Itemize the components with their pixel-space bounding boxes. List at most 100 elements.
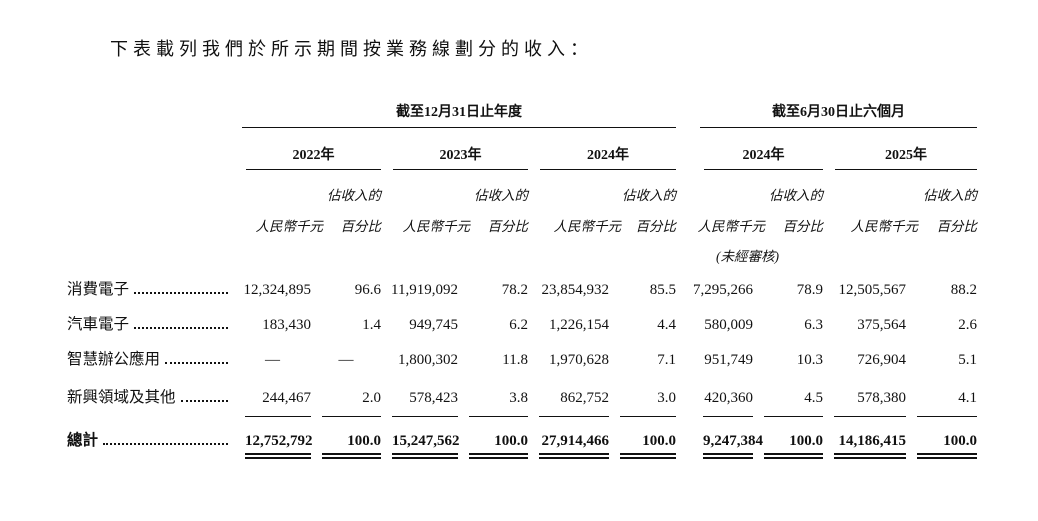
cell-amount: 12,505,567 [838,282,907,298]
cell-empty [67,207,234,238]
cell-amount: 580,009 [704,317,754,333]
year-2024-cell: 2024年 [528,128,677,170]
cell-gap [676,128,692,170]
cell-percent: 11.8 [502,352,528,368]
cell-percent: 6.2 [509,317,528,333]
year-2022-cell: 2022年 [234,128,381,170]
cell-percent: — [338,352,354,368]
cell-percent: 2.0 [311,375,381,417]
amount-header-text: 人民幣千元 [553,219,622,234]
amount-header: 人民幣千元 [234,207,324,238]
cell-gap [676,340,692,375]
cell-empty [67,170,234,207]
table-row-total: 總計 12,752,792 100.0 15,247,562 100.0 27,… [67,417,978,459]
period-header-annual: 截至12月31日止年度 [242,101,677,128]
cell-total-percent: 100.0 [458,417,528,459]
leader-dots [134,292,228,294]
leader-dots [103,443,228,445]
pct-header-line2: 百分比 [487,219,529,234]
cell-amount: 1,226,154 [549,317,609,333]
cell-empty [692,170,753,207]
cell-percent: 4.5 [753,375,824,417]
period-header-annual-cell: 截至12月31日止年度 [234,100,677,128]
cell-empty [381,170,458,207]
page-title: 下表載列我們於所示期間按業務線劃分的收入： [110,39,593,59]
cell-amount: 949,745 [409,317,458,333]
total-label: 總計 [67,432,99,449]
row-label: 新興領域及其他 [67,389,176,406]
cell-amount: 244,467 [234,375,311,417]
cell-percent: 5.1 [958,352,978,368]
table-row-smart-office: 智慧辦公應用 — — 1,800,302 11.8 1,970,628 7.1 … [67,340,977,375]
cell-amount: — [265,352,280,368]
period-header-interim-cell: 截至6月30日止六個月 [692,100,978,128]
leader-dots [165,362,228,364]
total-label-cell: 總計 [67,417,234,459]
cell-total-amount: 9,247,384 [692,417,763,459]
amount-header-text: 人民幣千元 [850,219,919,234]
year-header-2024: 2024年 [540,144,677,170]
cell-gap [676,207,692,238]
cell-empty [528,170,609,207]
pct-header-line1: 佔收入的 [923,188,978,203]
cell-amount: 420,360 [692,375,754,417]
pct-header-line1: 佔收入的 [327,188,381,203]
cell-percent: 85.5 [649,282,677,298]
unaudited-note-row: (未經審核) [67,238,977,268]
cell-amount: 12,324,895 [243,282,312,298]
amount-header: 人民幣千元 [692,207,766,238]
cell-total-amount: 15,247,562 [381,417,460,459]
amount-header-text: 人民幣千元 [255,219,324,234]
table-row-automotive-electronics: 汽車電子 183,430 1.4 949,745 6.2 1,226,154 4… [67,305,977,340]
unaudited-note: (未經審核) [716,249,780,264]
cell-total-amount: 12,752,792 [234,417,313,459]
cell-empty [67,128,234,170]
year-header-2023: 2023年 [393,144,528,170]
year-header-2022: 2022年 [246,144,381,170]
cell-empty [67,238,692,268]
year-header-2024-interim: 2024年 [704,144,824,170]
cell-percent: 2.6 [958,317,978,333]
cell-empty [234,170,311,207]
cell-total-percent: 100.0 [311,417,381,459]
cell-gap [676,417,692,459]
year-2024-interim-cell: 2024年 [692,128,824,170]
cell-percent: 3.8 [458,375,528,417]
row-label-cell: 新興領域及其他 [67,375,234,417]
cell-percent: 88.2 [950,282,978,298]
row-label: 消費電子 [67,281,130,298]
cell-percent: 6.3 [804,317,824,333]
cell-amount: 23,854,932 [541,282,610,298]
amount-header-text: 人民幣千元 [697,219,766,234]
cell-amount: 375,564 [857,317,907,333]
year-2023-cell: 2023年 [381,128,528,170]
cell-total-percent: 100.0 [609,417,677,459]
cell-total-amount: 27,914,466 [528,417,609,459]
subheader-row-2: 人民幣千元 百分比 人民幣千元 百分比 人民幣千元 百分比 人民幣千元 百分比 … [67,207,978,238]
revenue-by-business-line-table: 截至12月31日止年度 截至6月30日止六個月 2022年 2023年 2024… [67,100,978,459]
cell-percent: 78.9 [796,282,824,298]
table-row-consumer-electronics: 消費電子 12,324,895 96.6 11,919,092 78.2 23,… [67,268,977,305]
pct-header-line1: 佔收入的 [622,188,677,203]
cell-total-amount: 14,186,415 [823,417,907,459]
cell-empty [67,100,234,128]
amount-header: 人民幣千元 [823,207,919,238]
cell-percent: 7.1 [657,352,677,368]
period-header-row: 截至12月31日止年度 截至6月30日止六個月 [67,100,978,128]
cell-amount: 183,430 [262,317,311,333]
leader-dots [134,327,228,329]
table-row-emerging-and-others: 新興領域及其他 244,467 2.0 578,423 3.8 862,752 … [67,375,978,417]
pct-header-line2: 百分比 [635,219,677,234]
leader-dots [180,400,228,402]
cell-gap [676,100,692,128]
amount-header: 人民幣千元 [381,207,471,238]
cell-amount: 726,904 [857,352,907,368]
cell-total-percent: 100.0 [753,417,824,459]
cell-amount: 11,919,092 [391,282,458,298]
year-header-row: 2022年 2023年 2024年 2024年 2025年 [67,128,978,170]
cell-percent: 1.4 [362,317,381,333]
cell-amount: 862,752 [528,375,609,417]
amount-header: 人民幣千元 [528,207,622,238]
cell-gap [676,375,692,417]
amount-header-text: 人民幣千元 [402,219,471,234]
